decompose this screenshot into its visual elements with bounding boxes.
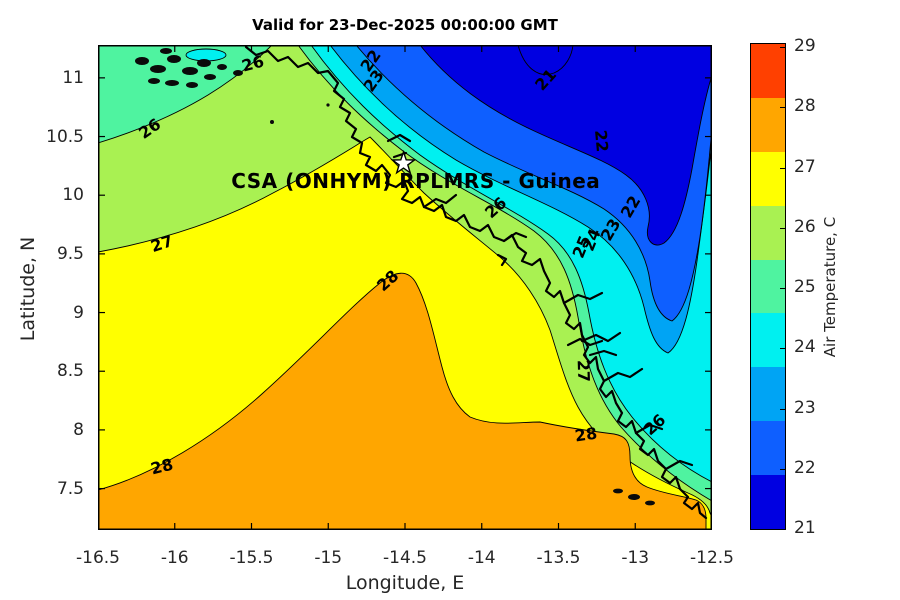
colorbar [750, 43, 786, 530]
contour-label-27: 27 [573, 359, 594, 383]
colorbar-tick-label: 23 [794, 397, 816, 418]
contour-line-21 [517, 45, 574, 75]
colorbar-band [751, 421, 785, 476]
colorbar-tick-label: 28 [794, 96, 816, 117]
colorbar-tick-mark [780, 167, 785, 169]
coastline [244, 45, 708, 520]
colorbar-band [751, 259, 785, 314]
y-tick-label: 8.5 [56, 361, 84, 382]
colorbar-tick-label: 27 [794, 156, 816, 177]
colorbar-band [751, 205, 785, 261]
x-tick-label: -12.5 [690, 548, 734, 568]
colorbar-tick-mark [780, 47, 785, 48]
colorbar-tick-label: 21 [794, 518, 816, 538]
y-tick-label: 9.5 [56, 243, 84, 264]
x-tick-label: -13.5 [536, 548, 581, 568]
colorbar-band [751, 97, 785, 153]
contour-label-28: 28 [573, 423, 599, 446]
site-annotation: CSA (ONHYM) RPLMRS - Guinea [231, 169, 601, 194]
colorbar-tick-mark [780, 468, 785, 470]
map-plot: 26 26 22 23 21 22 26 24 25 23 22 27 28 28 27 26 28 CSA (… [98, 45, 712, 530]
x-tick-label: -14.5 [383, 548, 427, 568]
colorbar-tick-label: 25 [794, 277, 816, 297]
islands [135, 48, 655, 506]
y-tick-label: 11 [62, 67, 84, 88]
contour-map [98, 45, 712, 530]
colorbar-tick-label: 22 [794, 457, 816, 478]
colorbar-tick-label: 24 [794, 337, 816, 358]
colorbar-tick-label: 29 [794, 36, 816, 56]
colorbar-tick-mark [780, 408, 785, 410]
x-axis-title: Longitude, E [345, 572, 465, 594]
colorbar-band [751, 151, 785, 207]
y-tick-label: 9 [73, 302, 84, 323]
colorbar-tick-mark [780, 288, 785, 289]
colorbar-band [751, 44, 785, 99]
x-tick-label: -15.5 [229, 548, 274, 568]
colorbar-band [751, 313, 785, 368]
colorbar-title: Air Temperature, C [821, 216, 839, 358]
colorbar-tick-mark [780, 107, 785, 109]
x-tick-label: -14 [467, 548, 496, 568]
contour-label-22: 22 [591, 129, 613, 154]
y-tick-label: 8 [73, 419, 84, 440]
colorbar-band [751, 475, 785, 530]
y-tick-label: 10 [62, 185, 84, 206]
figure-title: Valid for 23-Dec-2025 00:00:00 GMT [252, 16, 558, 34]
x-tick-label: -13 [621, 548, 650, 568]
temperature-band-28-29 [98, 272, 707, 530]
star-marker [390, 149, 417, 175]
colorbar-tick-mark [780, 348, 785, 350]
colorbar-band [751, 367, 785, 422]
colorbar-tick-label: 26 [794, 216, 816, 237]
temperature-band-21-22 [419, 45, 712, 246]
x-tick-label: -16 [160, 548, 189, 568]
x-tick-label: -16.5 [76, 548, 120, 568]
y-axis-title: Latitude, N [17, 236, 39, 342]
temperature-band-25-26-northwest [98, 45, 273, 144]
colorbar-tick-mark [780, 227, 785, 229]
y-tick-label: 10.5 [46, 126, 84, 147]
x-tick-label: -15 [314, 548, 343, 568]
colorbar-tick-mark [780, 529, 785, 530]
plot-frame [98, 45, 712, 530]
y-tick-label: 7.5 [56, 478, 84, 499]
